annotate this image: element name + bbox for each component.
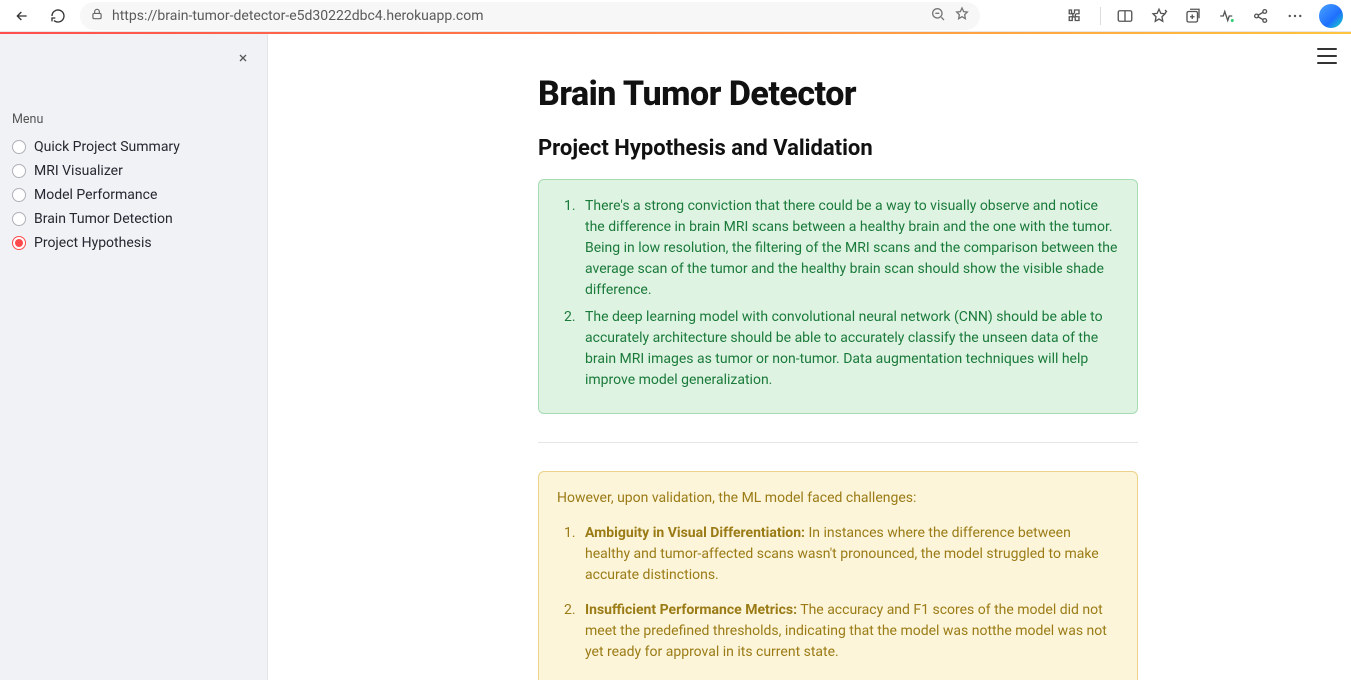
favorites-icon[interactable] xyxy=(1149,6,1169,26)
sidebar-item-mri-visualizer[interactable]: MRI Visualizer xyxy=(12,159,255,183)
hamburger-line xyxy=(1317,62,1337,64)
menu-radio-group: Quick Project Summary MRI Visualizer Model… xyxy=(12,135,255,255)
radio-icon xyxy=(12,140,26,154)
sidebar-item-label: Project Hypothesis xyxy=(34,235,152,251)
hamburger-line xyxy=(1317,55,1337,57)
collections-icon[interactable] xyxy=(1183,6,1203,26)
main-content: Brain Tumor Detector Project Hypothesis … xyxy=(268,34,1351,680)
split-screen-icon[interactable] xyxy=(1115,6,1135,26)
copilot-icon[interactable] xyxy=(1319,4,1343,28)
sidebar-item-quick-project-summary[interactable]: Quick Project Summary xyxy=(12,135,255,159)
separator xyxy=(1100,7,1101,25)
sidebar-item-label: MRI Visualizer xyxy=(34,163,123,179)
warning-list-item: Insufficient Performance Metrics: The ac… xyxy=(579,600,1119,663)
hamburger-line xyxy=(1317,48,1337,50)
radio-icon xyxy=(12,212,26,226)
radio-icon xyxy=(12,188,26,202)
sidebar-item-label: Model Performance xyxy=(34,187,157,203)
browser-toolbar: https://brain-tumor-detector-e5d30222dbc… xyxy=(0,0,1351,32)
app-container: Menu Quick Project Summary MRI Visualizer… xyxy=(0,34,1351,680)
more-icon[interactable] xyxy=(1285,6,1305,26)
close-sidebar-button[interactable] xyxy=(233,48,253,68)
page-title: Brain Tumor Detector xyxy=(538,74,1138,114)
share-icon[interactable] xyxy=(1251,6,1271,26)
warning-intro: However, upon validation, the ML model f… xyxy=(557,488,1119,509)
radio-icon xyxy=(12,164,26,178)
sidebar-item-model-performance[interactable]: Model Performance xyxy=(12,183,255,207)
warning-list: Ambiguity in Visual Differentiation: In … xyxy=(557,523,1119,663)
lock-icon xyxy=(90,7,104,25)
sidebar-item-label: Quick Project Summary xyxy=(34,139,180,155)
success-list: There's a strong conviction that there c… xyxy=(557,196,1119,391)
success-list-item: There's a strong conviction that there c… xyxy=(579,196,1119,301)
divider xyxy=(538,442,1138,443)
puzzle-icon[interactable] xyxy=(1066,6,1086,26)
warning-callout: However, upon validation, the ML model f… xyxy=(538,471,1138,680)
url-text: https://brain-tumor-detector-e5d30222dbc… xyxy=(112,8,922,24)
radio-icon xyxy=(12,236,26,250)
back-icon xyxy=(14,8,30,24)
heart-icon[interactable] xyxy=(1217,6,1237,26)
back-button[interactable] xyxy=(8,2,36,30)
page-subtitle: Project Hypothesis and Validation xyxy=(538,136,1138,161)
hamburger-menu-button[interactable] xyxy=(1317,48,1337,64)
star-icon[interactable] xyxy=(954,6,970,26)
browser-right-icons xyxy=(1066,4,1343,28)
sidebar-item-label: Brain Tumor Detection xyxy=(34,211,173,227)
zoom-out-icon[interactable] xyxy=(930,6,946,26)
sidebar-item-brain-tumor-detection[interactable]: Brain Tumor Detection xyxy=(12,207,255,231)
warning-item-bold: Insufficient Performance Metrics: xyxy=(585,602,797,618)
sidebar-item-project-hypothesis[interactable]: Project Hypothesis xyxy=(12,231,255,255)
refresh-icon xyxy=(50,8,66,24)
menu-label: Menu xyxy=(12,112,255,127)
content-column: Brain Tumor Detector Project Hypothesis … xyxy=(538,74,1138,680)
address-bar[interactable]: https://brain-tumor-detector-e5d30222dbc… xyxy=(80,2,980,30)
sidebar: Menu Quick Project Summary MRI Visualizer… xyxy=(0,34,268,680)
success-callout: There's a strong conviction that there c… xyxy=(538,179,1138,414)
close-icon xyxy=(237,52,249,64)
warning-item-bold: Ambiguity in Visual Differentiation: xyxy=(585,525,805,541)
warning-list-item: Ambiguity in Visual Differentiation: In … xyxy=(579,523,1119,586)
success-list-item: The deep learning model with convolution… xyxy=(579,307,1119,391)
refresh-button[interactable] xyxy=(44,2,72,30)
